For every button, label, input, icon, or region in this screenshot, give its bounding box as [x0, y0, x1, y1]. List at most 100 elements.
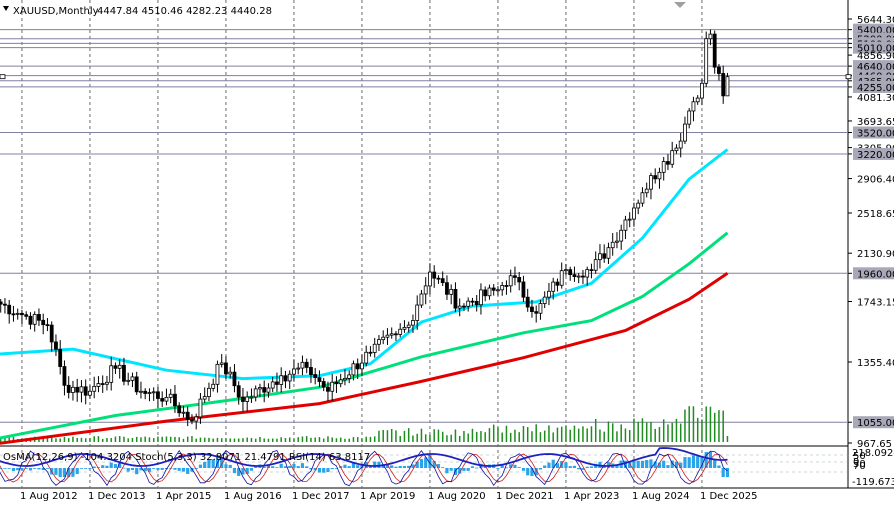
osma-bar [628, 461, 632, 468]
osma-bar [581, 468, 585, 470]
candle-body [423, 285, 428, 295]
candle-body [470, 300, 475, 303]
candle-body [593, 259, 598, 271]
osma-bar [691, 455, 696, 468]
candle-body [232, 371, 237, 387]
candle-body [674, 147, 679, 152]
ma-line-cyan [0, 148, 729, 381]
osma-bar [177, 468, 181, 471]
osma-bar [534, 468, 538, 476]
osma-bar [721, 468, 725, 477]
osma-bar [118, 463, 122, 468]
candle-body [347, 374, 352, 379]
candle-body [559, 270, 564, 286]
osma-bar [564, 462, 568, 468]
osma-bar [232, 468, 237, 474]
price-box [853, 126, 894, 139]
candle-body [704, 38, 709, 84]
candle-body [194, 416, 199, 422]
osc-label: 0 [853, 457, 859, 468]
candle-body [75, 386, 80, 393]
candle-body [381, 336, 386, 341]
candle-body [513, 275, 517, 278]
time-label: 1 Aug 2012 [20, 491, 78, 502]
osma-bar [96, 467, 101, 468]
candle-body [177, 405, 182, 414]
osma-bar [58, 468, 62, 477]
candle-body [725, 76, 730, 97]
candle-body [500, 285, 505, 291]
candle-body [326, 386, 330, 392]
osma-bar [152, 468, 156, 469]
candle-body [428, 271, 432, 287]
candle-body [15, 312, 20, 315]
osma-bar [300, 463, 305, 468]
candle-body [181, 411, 186, 414]
candle-body [113, 365, 118, 369]
shift-marker-icon[interactable] [674, 2, 686, 8]
candle-body [173, 393, 177, 407]
candle-body [313, 374, 318, 378]
candle-body [79, 386, 84, 393]
osma-bar [309, 468, 313, 470]
candle-body [364, 351, 369, 364]
symbol-title: XAUUSD,Monthly [13, 6, 99, 17]
candle-body [32, 314, 37, 325]
osma-bar [436, 464, 441, 468]
osma-bar [458, 468, 462, 474]
candle-body [262, 387, 267, 393]
candlesticks[interactable] [0, 29, 730, 430]
osma-bar [449, 468, 453, 471]
candle-body [385, 334, 390, 338]
candle-body [632, 207, 636, 220]
osma-bar [279, 463, 283, 468]
osma-bar [415, 461, 419, 468]
candle-body [92, 386, 97, 392]
price-label: 2906.40 [857, 175, 894, 186]
time-axis[interactable]: 1 Aug 2012 1 Dec 2013 1 Apr 2015 1 Aug 2016… [20, 491, 758, 502]
osma-bar [441, 467, 445, 468]
osma-bar [198, 464, 203, 468]
candle-body [275, 381, 279, 385]
osma-bar [343, 464, 347, 468]
candle-body [610, 241, 615, 249]
osma-bar [67, 468, 71, 477]
osma-bar [156, 468, 160, 470]
osma-bar [283, 466, 288, 468]
candle-body [202, 396, 207, 400]
candle-body [360, 362, 364, 370]
osma-bar [62, 468, 67, 477]
osma-bar [394, 466, 398, 468]
oscillator-window[interactable] [0, 447, 848, 487]
time-label: 1 Dec 2013 [88, 491, 146, 502]
price-label: 1960.00 [857, 269, 894, 280]
price-box [853, 147, 894, 160]
osma-bar [11, 468, 16, 471]
candle-body [139, 390, 143, 393]
candle-body [530, 306, 534, 313]
candle-body [415, 304, 420, 321]
price-label: 3220.00 [857, 150, 894, 161]
osma-bar [139, 468, 143, 471]
indicator-readout: OsMA(12,26,9) -104.3204 Stoch(5,3,3) 32.… [3, 452, 370, 463]
osma-bar [194, 468, 198, 470]
candle-body [508, 275, 513, 287]
candle-body [134, 376, 139, 393]
osma-bar [483, 466, 487, 468]
candle-body [606, 247, 611, 259]
candle-body [568, 269, 573, 275]
price-label: 4856.90 [857, 51, 894, 62]
price-axis[interactable]: 5644.305400.005200.005100.005010.004856.… [0, 15, 894, 450]
osma-bar [470, 466, 475, 468]
candle-body [7, 304, 12, 315]
candle-body [619, 229, 624, 242]
osma-bar [504, 467, 509, 469]
osma-bar [632, 459, 636, 468]
price-box [853, 23, 894, 36]
osma-bar [24, 468, 28, 469]
osma-bar [636, 460, 640, 468]
candle-body [440, 278, 445, 284]
osc-label: 218.0924 [852, 448, 894, 459]
candle-body [160, 398, 165, 402]
